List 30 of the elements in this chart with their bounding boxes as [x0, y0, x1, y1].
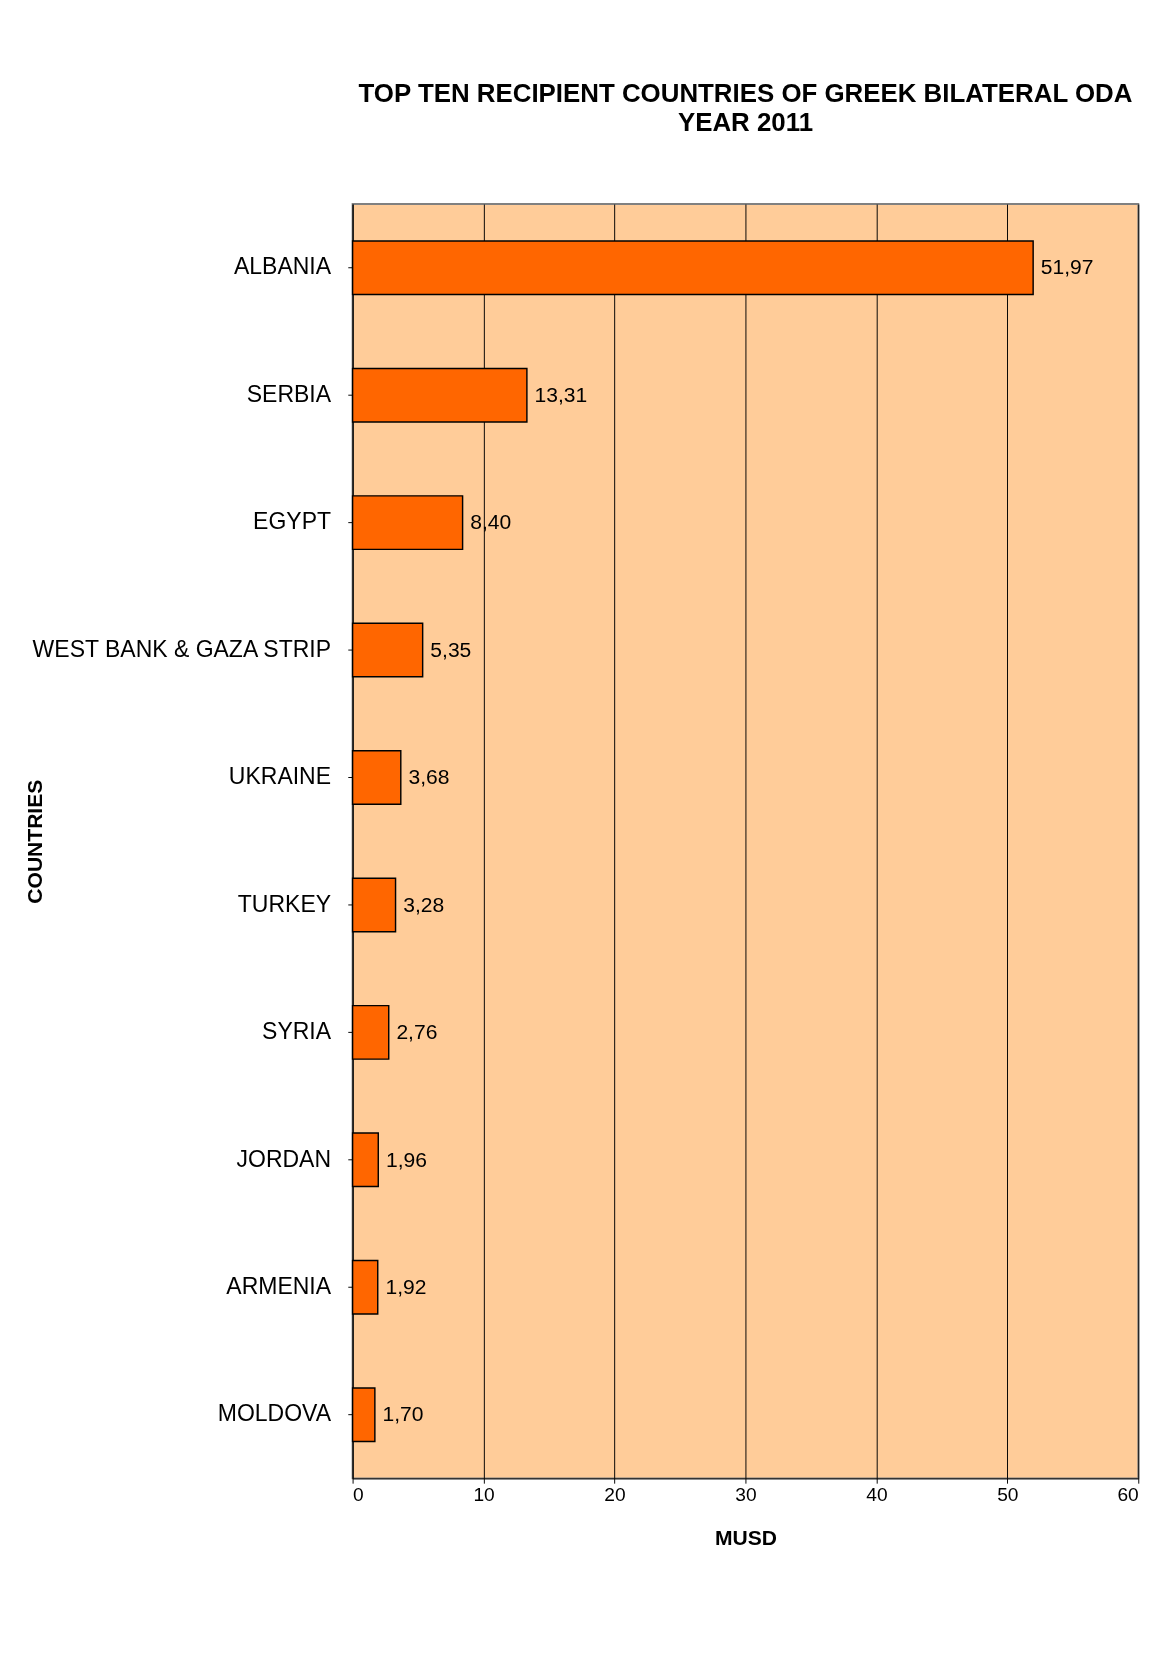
- data-label: 13,31: [534, 382, 588, 406]
- data-label: 1,96: [385, 1147, 427, 1171]
- data-label: 5,35: [430, 637, 472, 661]
- x-tick-label: 0: [353, 1483, 364, 1505]
- data-label: 3,28: [403, 892, 445, 916]
- data-label: 1,92: [385, 1274, 427, 1298]
- chart-subtitle: YEAR 2011: [677, 108, 814, 137]
- y-tick-label: EGYPT: [253, 508, 332, 535]
- x-axis-title: MUSD: [714, 1525, 777, 1549]
- y-tick-label: UKRAINE: [228, 763, 332, 790]
- chart-title: TOP TEN RECIPIENT COUNTRIES OF GREEK BILATERAL ODA: [358, 79, 1133, 108]
- y-tick-label: WEST BANK & GAZA STRIP: [32, 635, 332, 662]
- y-tick-label: MOLDOVA: [217, 1400, 332, 1427]
- x-tick-label: 60: [1117, 1483, 1139, 1505]
- x-tick-label: 20: [604, 1483, 626, 1505]
- data-label: 3,68: [408, 765, 450, 789]
- y-tick-label: JORDAN: [236, 1145, 332, 1172]
- data-label: 51,97: [1040, 255, 1094, 279]
- y-tick-label: ALBANIA: [233, 253, 332, 280]
- y-tick-label: SYRIA: [262, 1018, 332, 1045]
- data-label: 2,76: [396, 1020, 438, 1044]
- x-tick-label: 40: [866, 1483, 888, 1505]
- x-tick-label: 10: [473, 1483, 495, 1505]
- x-tick-label: 30: [735, 1483, 757, 1505]
- y-tick-label: TURKEY: [237, 890, 332, 917]
- y-tick-label: SERBIA: [246, 380, 332, 407]
- y-tick-label: ARMENIA: [226, 1272, 332, 1299]
- data-label: 1,70: [382, 1402, 424, 1426]
- y-axis-title: COUNTRIES: [22, 779, 46, 904]
- x-tick-label: 50: [997, 1483, 1019, 1505]
